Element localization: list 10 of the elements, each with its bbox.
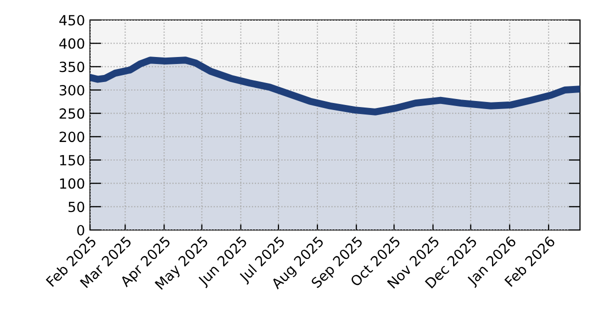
y-tick-label: 250	[60, 108, 84, 119]
y-tick-label: 300	[60, 84, 84, 96]
y-tick-label: 200	[60, 132, 84, 142]
y-tick-label: 350	[60, 62, 84, 72]
y-tick-label: 400	[59, 38, 84, 49]
y-tick-label: 100	[60, 178, 84, 189]
y-tick-label: 150	[60, 154, 84, 166]
y-tick-label: 50	[68, 202, 84, 212]
y-tick-label: 450	[59, 14, 84, 26]
y-tick-label: 0	[77, 224, 84, 236]
